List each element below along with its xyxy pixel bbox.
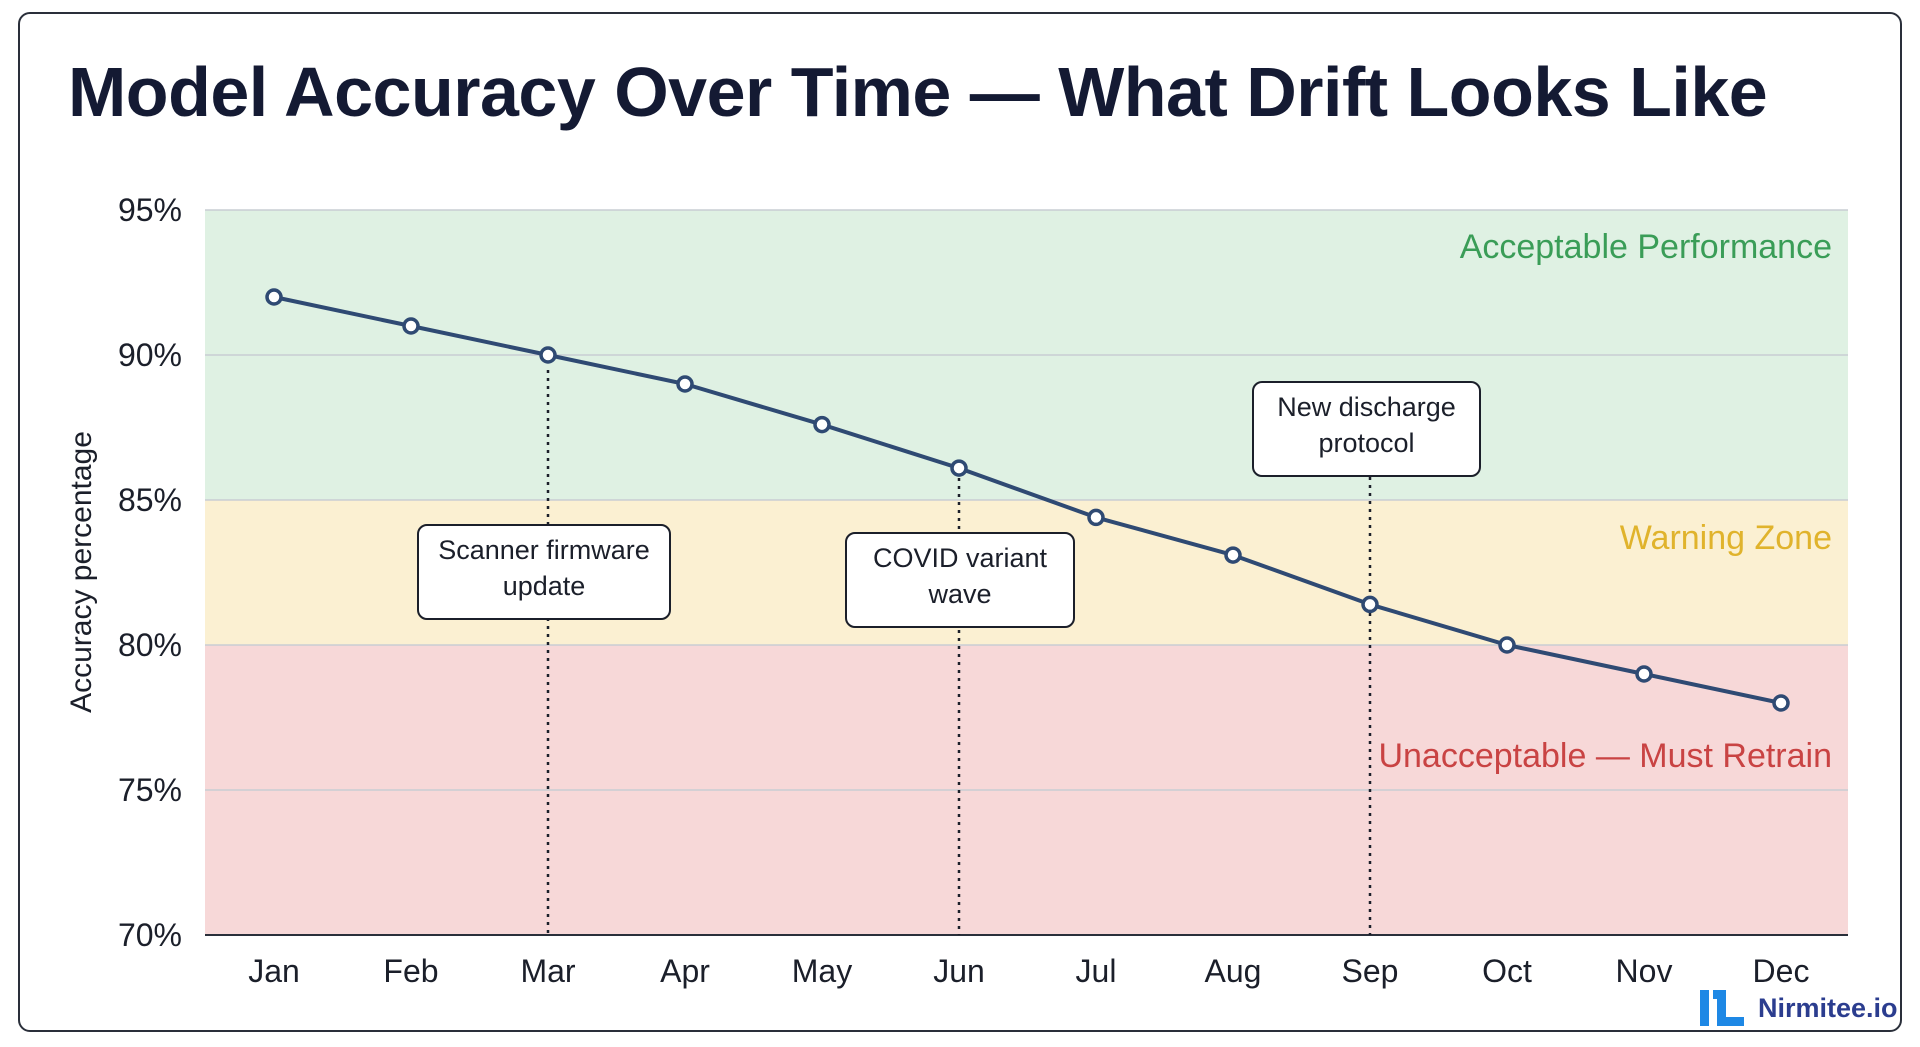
x-tick-label: Mar <box>520 953 575 989</box>
data-point <box>950 459 968 477</box>
chart-frame <box>18 12 1902 1032</box>
y-tick-label: 80% <box>118 627 182 663</box>
x-tick-label: Sep <box>1342 953 1399 989</box>
y-tick-label: 85% <box>118 482 182 518</box>
x-tick-label: Aug <box>1205 953 1262 989</box>
x-tick-label: Oct <box>1482 953 1532 989</box>
data-point <box>402 317 420 335</box>
annotation-text: update <box>502 571 586 601</box>
chart-title: Model Accuracy Over Time — What Drift Lo… <box>68 53 1768 131</box>
data-point <box>1224 546 1242 564</box>
data-point <box>1498 636 1516 654</box>
nirmitee-logo-icon <box>1700 990 1744 1026</box>
annotation-text: Scanner firmware <box>438 535 650 565</box>
series-line <box>272 295 1783 705</box>
zone-label: Acceptable Performance <box>1460 228 1832 266</box>
data-point <box>265 288 283 306</box>
data-point <box>1087 508 1105 527</box>
y-tick-label: 95% <box>118 192 182 228</box>
zone-label: Unacceptable — Must Retrain <box>1378 737 1832 775</box>
x-tick-label: Jun <box>933 953 985 989</box>
x-tick-label: Jan <box>248 953 300 989</box>
x-tick-label: Feb <box>383 953 438 989</box>
brand-logo: Nirmitee.io <box>1700 990 1898 1026</box>
x-tick-label: Nov <box>1616 953 1673 989</box>
data-point <box>1361 595 1379 614</box>
annotation-callout: Scanner firmware update <box>417 524 671 620</box>
brand-name: Nirmitee.io <box>1758 992 1898 1023</box>
data-point <box>1635 665 1653 683</box>
data-point <box>1772 694 1790 712</box>
y-tick-label: 90% <box>118 337 182 373</box>
x-tick-label: Dec <box>1753 953 1810 989</box>
y-tick-label: 75% <box>118 772 182 808</box>
y-tick-label: 70% <box>118 917 182 953</box>
zone-label: Warning Zone <box>1620 519 1832 557</box>
annotation-text: wave <box>928 579 992 609</box>
x-tick-label: Jul <box>1076 953 1117 989</box>
data-point <box>539 346 557 364</box>
y-axis-label: Accuracy percentage <box>65 431 98 713</box>
x-tick-label: Apr <box>660 953 710 989</box>
annotation-callout: COVID variant wave <box>845 532 1075 628</box>
annotation-callout: New discharge protocol <box>1252 381 1481 477</box>
annotation-text: New discharge <box>1277 392 1456 422</box>
x-tick-label: May <box>792 953 852 989</box>
annotation-text: protocol <box>1318 428 1415 458</box>
annotation-text: COVID variant <box>872 543 1048 573</box>
data-point <box>676 375 694 393</box>
data-point <box>813 415 831 434</box>
